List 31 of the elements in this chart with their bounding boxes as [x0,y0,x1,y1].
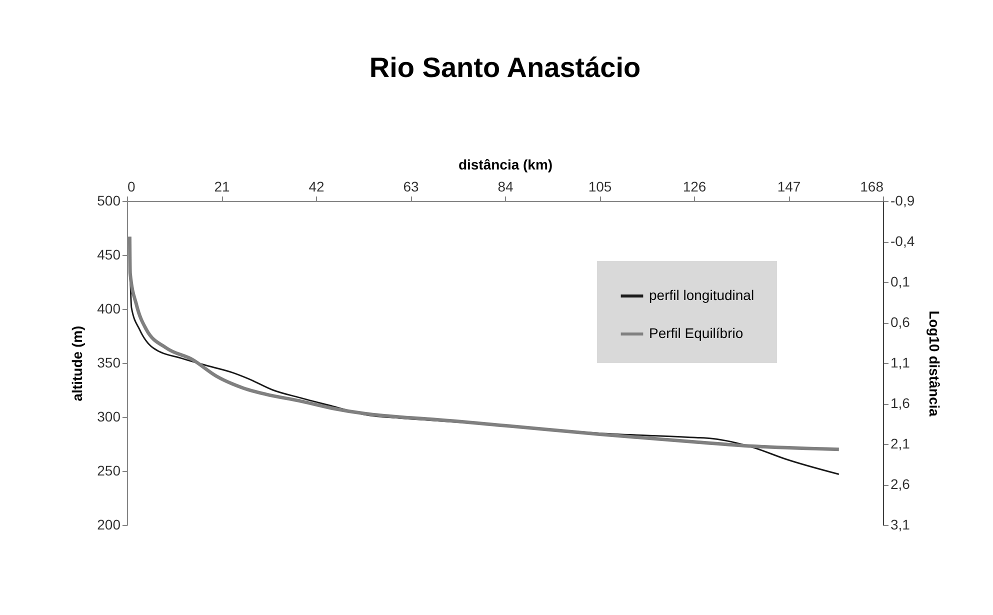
y-axis-title: altitude (m) [69,326,86,402]
x-tick-label: 42 [308,178,324,194]
x-tick-label: 84 [498,178,514,194]
y2-tick-label: 1,6 [890,395,910,411]
x-tick-label: 126 [682,178,706,194]
y-tick-label: 200 [97,516,121,532]
y2-tick-label: 0,6 [890,314,910,330]
chart-title: Rio Santo Anastácio [369,52,641,83]
y-tick-label: 300 [97,408,121,424]
x-tick-label: 0 [128,178,136,194]
y2-tick-label: 2,6 [890,476,910,492]
y-tick-label: 500 [97,192,121,208]
y-tick-label: 400 [97,300,121,316]
y2-axis-title: Log10 distância [926,310,943,417]
y-tick-label: 250 [97,462,121,478]
legend-label: Perfil Equilíbrio [649,325,744,341]
y2-tick-label: 1,1 [890,354,910,370]
y2-tick-label: 2,1 [890,436,910,452]
legend-label: perfil longitudinal [649,287,754,303]
y-tick-label: 450 [97,246,121,262]
x-tick-label: 168 [860,178,884,194]
y2-tick-label: -0,9 [890,192,915,208]
x-axis-title: distância (km) [458,156,553,172]
y2-tick-label: 0,1 [890,274,910,290]
y-tick-label: 350 [97,354,121,370]
y2-tick-label: 3,1 [890,516,910,532]
x-tick-label: 147 [777,178,801,194]
x-tick-label: 21 [214,178,230,194]
x-tick-label: 63 [403,178,419,194]
x-tick-label: 105 [588,178,612,194]
y2-tick-label: -0,4 [890,233,915,249]
